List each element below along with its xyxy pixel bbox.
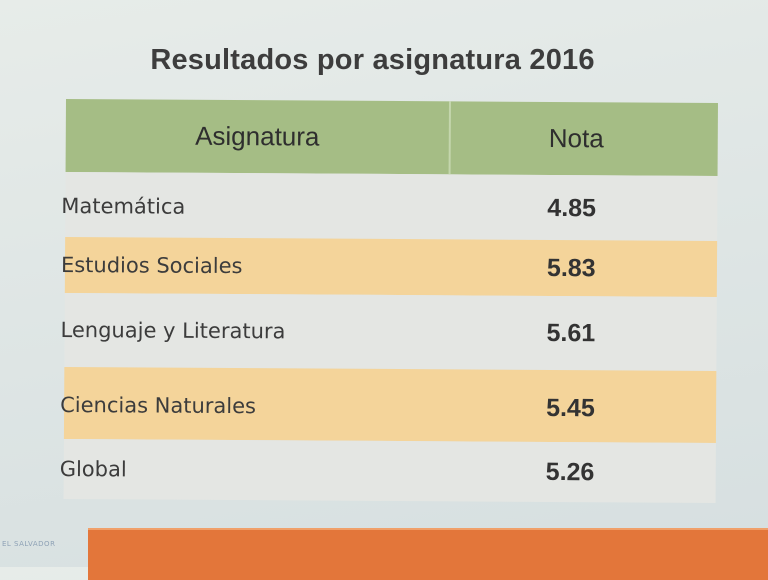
- subject-column-header: Asignatura: [65, 99, 451, 175]
- table-row: Matemática 4.85: [61, 171, 718, 241]
- score-column-header: Nota: [548, 122, 604, 154]
- score-cell: 4.85: [547, 193, 597, 223]
- subject-cell: Ciencias Naturales: [60, 392, 257, 419]
- slide-title: Resultados por asignatura 2016: [150, 44, 595, 76]
- subject-cell: Matemática: [61, 193, 186, 219]
- subject-cell: Global: [59, 456, 127, 482]
- table-row: Lenguaje y Literatura 5.61: [60, 292, 717, 371]
- results-table: Asignatura Nota Matemática 4.85 Estudios…: [60, 99, 718, 503]
- table-header-row: Asignatura Nota: [65, 99, 718, 176]
- subject-cell: Lenguaje y Literatura: [60, 317, 286, 344]
- score-cell: 5.61: [546, 318, 596, 347]
- subject-cell: Estudios Sociales: [60, 252, 243, 279]
- slide-footer-bar: [88, 528, 768, 580]
- score-cell: 5.83: [546, 253, 596, 282]
- table-row: Estudios Sociales 5.83: [61, 236, 718, 297]
- table-row: Ciencias Naturales 5.45: [60, 366, 717, 443]
- table-row: Global 5.26: [60, 438, 716, 503]
- corner-logo: EL SALVADOR: [2, 540, 56, 548]
- score-cell: 5.26: [545, 457, 595, 486]
- score-cell: 5.45: [546, 393, 595, 422]
